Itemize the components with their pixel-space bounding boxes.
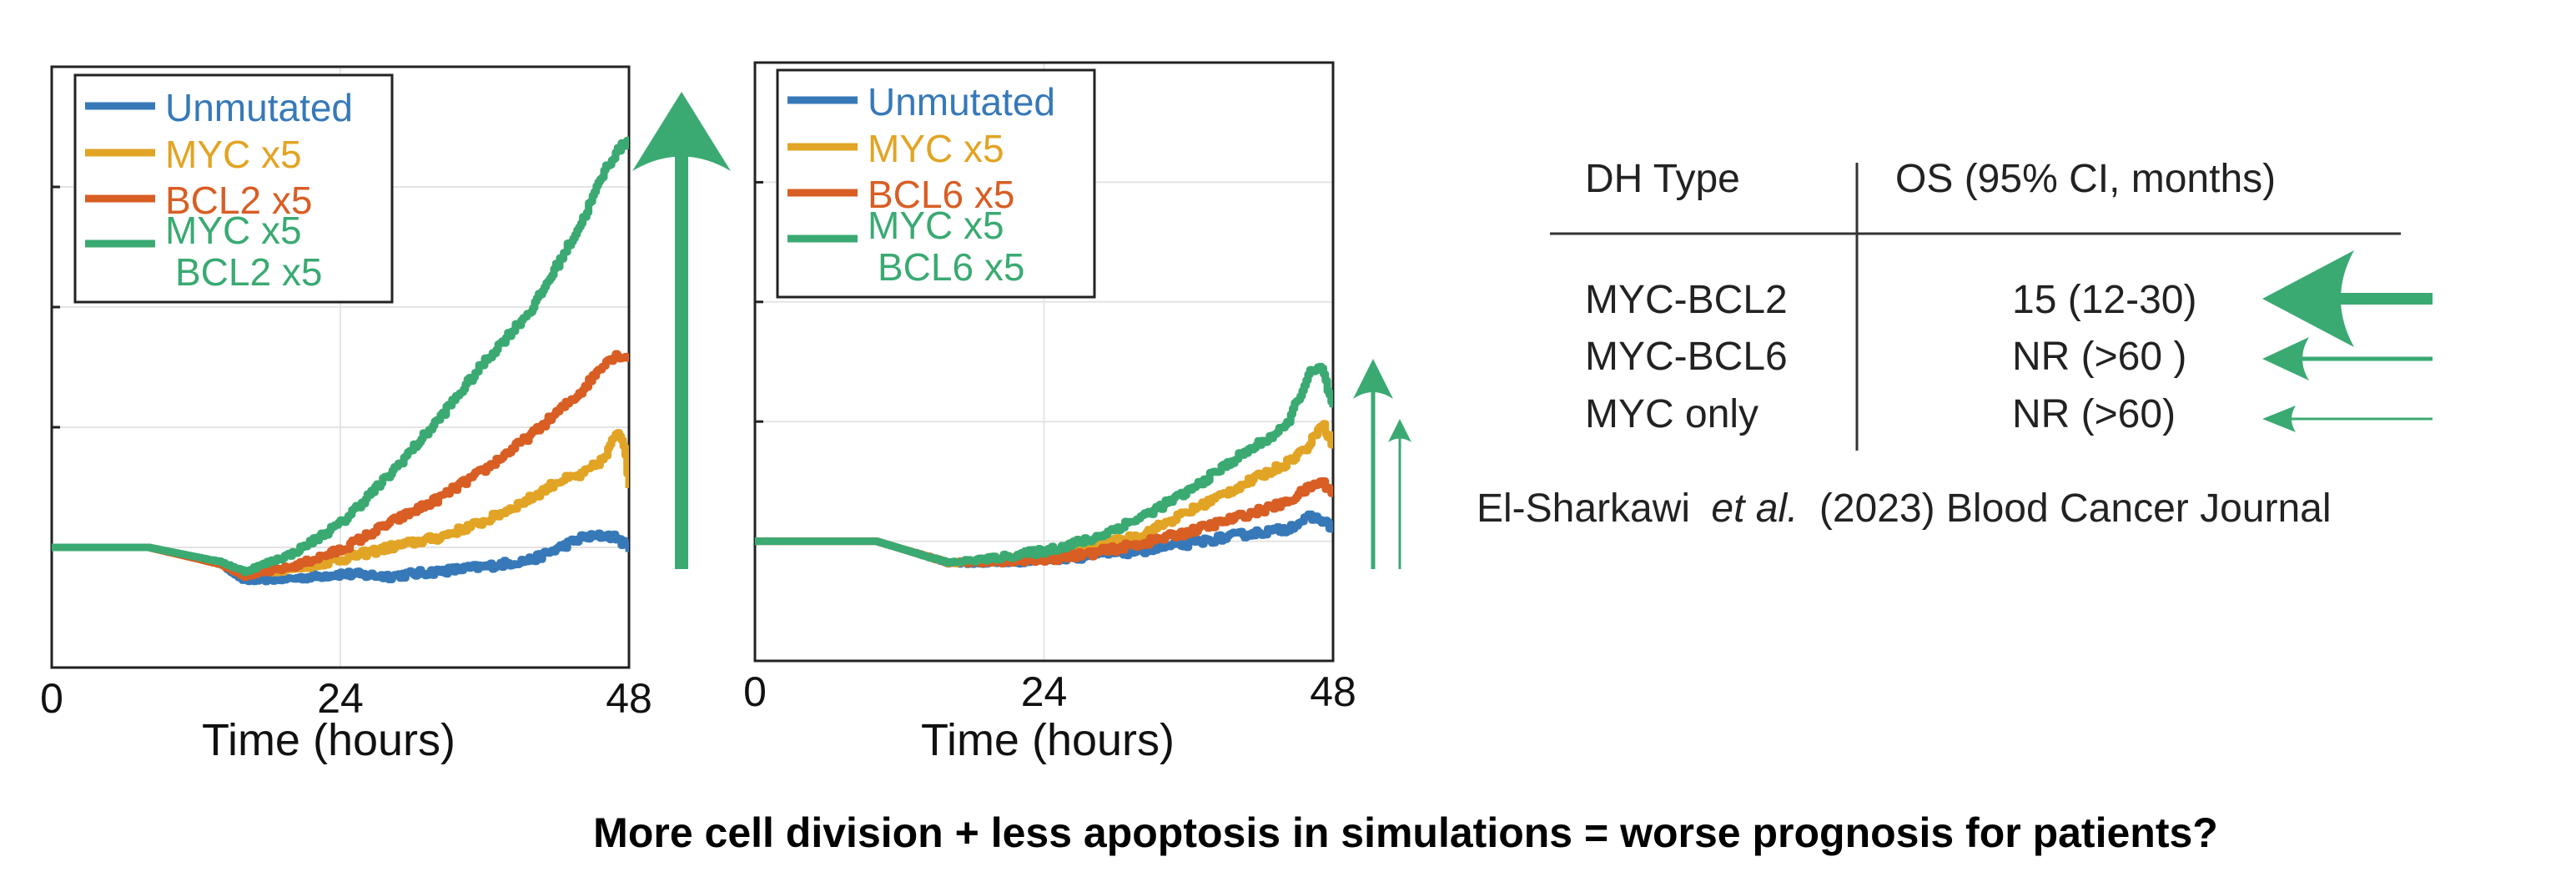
citation: El-Sharkawi et al. (2023) Blood Cancer J… [1477,486,2332,531]
citation-authors: El-Sharkawi [1477,486,1690,531]
legend-label-bcl6: BCL6 x5 [868,173,1014,216]
x-tick-label: 48 [1310,668,1356,715]
x-tick-label: 0 [40,675,63,722]
up-arrow-small-head-icon [1388,419,1411,442]
up-arrows [632,92,1411,569]
legend-label-unmutated: Unmutated [165,86,353,129]
chart-left: 0 24 48 Time (hours) Unmutated MYC x5 BCL2… [40,65,652,765]
up-arrow-medium-head-icon [1353,359,1393,399]
chart-right-x-axis-label: Time (hours) [921,715,1175,765]
legend-label-myc-bcl6: MYC x5 BCL6 x5 [868,204,1024,289]
citation-rest: (2023) Blood Cancer Journal [1819,486,2332,531]
table-row-os: 15 (12-30) [2012,278,2196,322]
table-header-os: OS (95% CI, months) [1895,157,2276,201]
table-row-type: MYC-BCL6 [1585,335,1788,379]
x-tick-label: 48 [606,675,652,722]
series-line [755,362,1333,567]
chart-right: 0 24 48 Time (hours) Unmutated MYC x5 BCL6… [743,61,1356,765]
x-tick-label: 24 [317,675,364,722]
survival-table: DH Type OS (95% CI, months) MYC-BCL2 15 … [1550,157,2401,451]
chart-left-legend-box [73,73,394,304]
chart-right-lines [755,362,1333,568]
chart-left-x-axis-label: Time (hours) [202,715,455,765]
chart-right-legend-box [776,68,1096,299]
chart-left-x-tick-labels: 0 24 48 [40,675,652,722]
left-arrow-small-head-icon [2262,406,2296,432]
left-arrows [2262,250,2433,432]
chart-right-x-tick-labels: 0 24 48 [743,668,1356,715]
chart-right-plot-frame [753,61,1335,663]
legend-label-unmutated-2: Unmutated [868,80,1055,123]
left-arrow-medium-head-icon [2262,337,2309,381]
chart-right-legend: Unmutated MYC x5 BCL6 x5 MYC x5 BCL6 x5 [776,68,1096,299]
chart-left-plot-frame [50,65,631,669]
chart-left-y-ticks [52,65,60,549]
legend-label-myc: MYC x5 [165,133,302,176]
caption: More cell division + less apoptosis in s… [593,809,2218,856]
x-tick-label: 0 [743,668,767,715]
table-header-dh-type: DH Type [1585,157,1740,201]
legend-label-myc-2: MYC x5 [868,127,1004,170]
x-tick-label: 24 [1021,668,1068,715]
chart-left-legend: Unmutated MYC x5 BCL2 x5 MYC x5 BCL2 x5 [73,73,394,304]
table-row-type: MYC-BCL2 [1585,278,1788,322]
up-arrow-large-head-icon [632,92,731,171]
legend-label-bcl2: BCL2 x5 [165,179,312,222]
chart-left-lines [52,136,629,586]
series-line [52,136,629,577]
legend-label-myc-bcl2: MYC x5 BCL2 x5 [165,209,322,294]
table-row-type: MYC only [1585,392,1758,436]
left-arrow-large-head-icon [2262,250,2354,347]
table-row-os: NR (>60 ) [2012,335,2186,379]
table-row-os: NR (>60) [2012,392,2176,436]
citation-etal: et al. [1711,486,1798,531]
